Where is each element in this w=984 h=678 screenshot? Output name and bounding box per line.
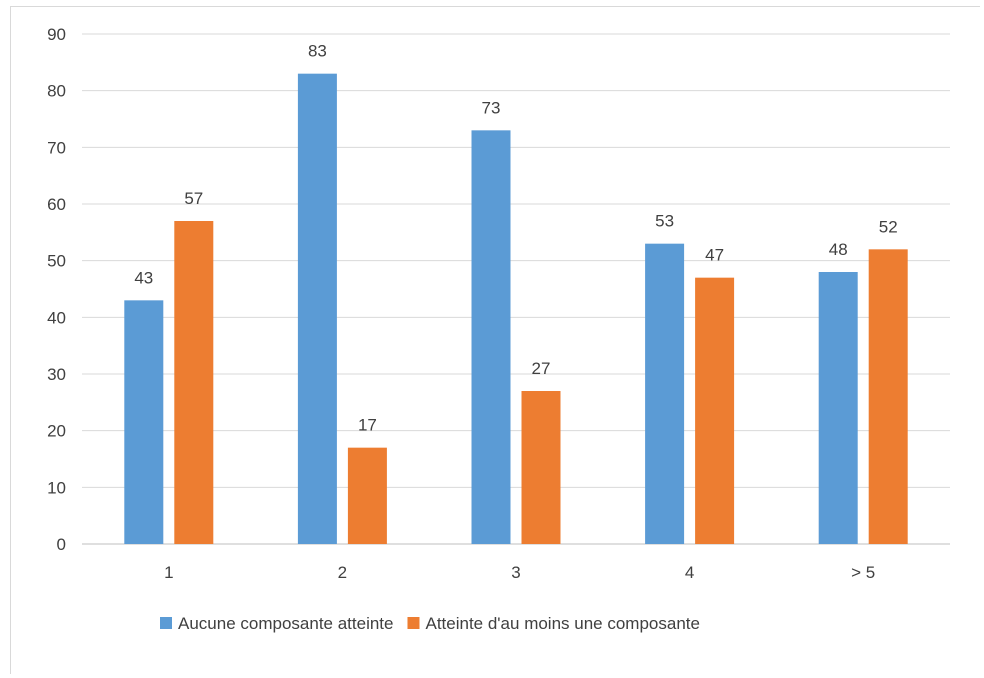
legend-swatch (407, 617, 420, 629)
y-tick-label: 70 (47, 138, 66, 157)
bar-aucune-4 (645, 243, 685, 544)
data-label: 53 (655, 212, 674, 231)
bars (124, 73, 908, 545)
bar-aucune-2 (297, 73, 337, 545)
data-label: 57 (184, 189, 203, 208)
y-tick-label: 40 (47, 308, 66, 327)
y-tick-label: 10 (47, 478, 66, 497)
y-tick-label: 90 (47, 25, 66, 44)
legend-label: Aucune composante atteinte (178, 614, 393, 633)
y-axis-tick-labels: 0 10 20 30 40 50 60 70 80 90 (47, 25, 66, 554)
y-tick-label: 30 (47, 365, 66, 384)
legend: Aucune composante atteinte Atteinte d'au … (160, 614, 700, 633)
data-label: 83 (308, 42, 327, 61)
data-label: 27 (532, 359, 551, 378)
data-labels: 43 57 83 17 73 27 53 47 48 52 (134, 42, 897, 435)
data-label: 17 (358, 416, 377, 435)
data-label: 73 (482, 98, 501, 117)
x-tick-label: 1 (164, 563, 173, 582)
chart-frame (10, 6, 980, 674)
legend-swatch (160, 617, 172, 629)
x-tick-label: 2 (338, 563, 347, 582)
bar-aucune-5 (818, 272, 858, 544)
gridlines (82, 33, 950, 545)
y-tick-label: 60 (47, 195, 66, 214)
data-label: 47 (705, 246, 724, 265)
x-tick-label: 3 (511, 563, 520, 582)
y-tick-label: 20 (47, 422, 66, 441)
bar-atteinte-2 (347, 447, 387, 544)
bar-atteinte-4 (695, 277, 735, 544)
y-tick-label: 80 (47, 82, 66, 101)
data-label: 43 (134, 268, 153, 287)
legend-label: Atteinte d'au moins une composante (425, 614, 699, 633)
x-tick-label: 4 (685, 563, 694, 582)
bar-aucune-1 (124, 300, 164, 544)
data-label: 48 (829, 240, 848, 259)
data-label: 52 (879, 217, 898, 236)
y-tick-label: 50 (47, 252, 66, 271)
bar-atteinte-1 (174, 221, 214, 544)
x-tick-label: > 5 (851, 563, 875, 582)
bar-atteinte-3 (521, 391, 561, 544)
y-tick-label: 0 (57, 535, 66, 554)
bar-aucune-3 (471, 130, 511, 545)
x-axis-tick-labels: 1 2 3 4 > 5 (164, 563, 875, 582)
bar-atteinte-5 (868, 249, 908, 545)
